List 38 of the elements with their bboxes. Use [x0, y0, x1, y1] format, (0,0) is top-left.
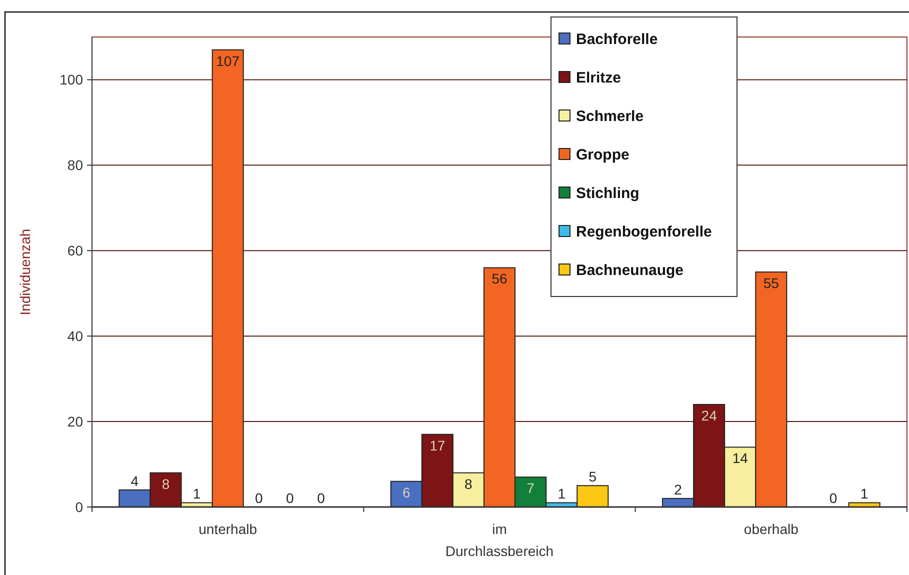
x-axis-title: Durchlassbereich — [445, 543, 554, 559]
legend-label: Bachneunauge — [576, 262, 684, 279]
y-tick-label: 0 — [75, 499, 84, 515]
data-label: 8 — [162, 476, 170, 492]
data-label: 107 — [216, 52, 240, 69]
y-tick-label: 100 — [60, 72, 84, 88]
data-label: 24 — [701, 407, 718, 424]
y-tick-label: 40 — [67, 328, 84, 344]
data-label: 6 — [402, 484, 410, 500]
data-label: 0 — [254, 490, 263, 506]
data-label: 1 — [192, 486, 201, 502]
x-tick-label: oberhalb — [744, 521, 799, 537]
y-tick-label: 60 — [67, 242, 84, 259]
data-label: 8 — [464, 476, 473, 492]
x-tick-label: unterhalb — [198, 521, 258, 537]
y-tick-label: 20 — [67, 414, 84, 430]
legend-label: Bachforelle — [576, 31, 658, 48]
legend-label: Groppe — [576, 146, 630, 164]
data-label: 7 — [526, 480, 535, 496]
data-label: 4 — [130, 472, 139, 489]
data-label: 0 — [317, 490, 326, 506]
data-label: 14 — [732, 450, 748, 466]
data-label: 2 — [674, 481, 682, 498]
y-tick-label: 80 — [67, 157, 84, 174]
x-tick-label: im — [492, 521, 507, 537]
legend-label: Elritze — [576, 70, 622, 86]
data-label: 1 — [558, 486, 566, 502]
data-label: 1 — [860, 486, 868, 502]
data-label: 0 — [286, 490, 294, 506]
data-label: 5 — [588, 468, 597, 485]
legend-label: Regenbogenforelle — [576, 224, 712, 240]
y-axis-title: Individuenzah — [17, 228, 33, 316]
data-label: 17 — [430, 437, 446, 454]
legend-label: Stichling — [576, 185, 640, 202]
data-label: 55 — [763, 275, 780, 291]
data-label: 0 — [829, 490, 838, 506]
legend-label: Schmerle — [576, 108, 644, 125]
data-label: 56 — [492, 270, 508, 287]
